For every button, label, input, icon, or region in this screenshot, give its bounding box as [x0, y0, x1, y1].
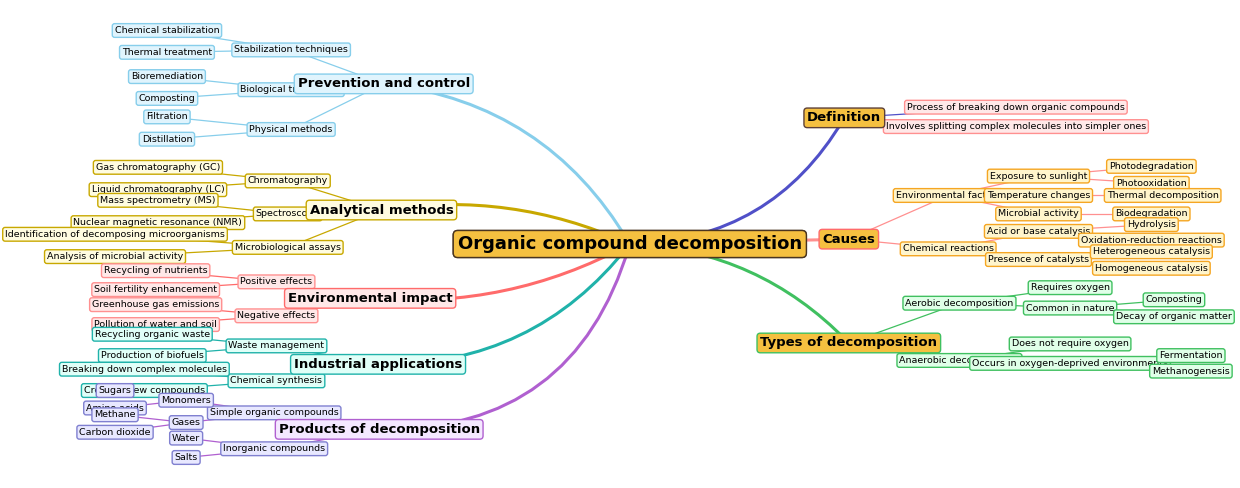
Text: Waste management: Waste management [228, 342, 325, 350]
Text: Does not require oxygen: Does not require oxygen [1012, 340, 1128, 348]
Text: Physical methods: Physical methods [249, 125, 332, 134]
Text: Methanogenesis: Methanogenesis [1152, 366, 1230, 376]
Text: Organic compound decomposition: Organic compound decomposition [458, 235, 802, 253]
Text: Acid or base catalysis: Acid or base catalysis [987, 227, 1090, 236]
Text: Homogeneous catalysis: Homogeneous catalysis [1095, 264, 1208, 273]
FancyArrowPatch shape [384, 204, 627, 243]
Text: Bioremediation: Bioremediation [131, 72, 203, 81]
Text: Production of biofuels: Production of biofuels [100, 351, 203, 360]
Text: Negative effects: Negative effects [237, 311, 315, 320]
Text: Hydrolysis: Hydrolysis [1127, 220, 1176, 229]
Text: Environmental factors: Environmental factors [895, 191, 1001, 200]
Text: Photooxidation: Photooxidation [1116, 179, 1187, 188]
Text: Recycling of nutrients: Recycling of nutrients [104, 266, 207, 275]
Text: Mass spectrometry (MS): Mass spectrometry (MS) [100, 196, 216, 205]
Text: Biodegradation: Biodegradation [1115, 209, 1188, 219]
Text: Identification of decomposing microorganisms: Identification of decomposing microorgan… [5, 230, 224, 239]
Text: Fermentation: Fermentation [1159, 351, 1223, 360]
Text: Exposure to sunlight: Exposure to sunlight [990, 172, 1087, 181]
Text: Chemical reactions: Chemical reactions [903, 244, 993, 253]
Text: Sugars: Sugars [99, 386, 131, 395]
Text: Process of breaking down organic compounds: Process of breaking down organic compoun… [906, 102, 1125, 112]
Text: Microbiological assays: Microbiological assays [234, 243, 341, 252]
Text: Requires oxygen: Requires oxygen [1030, 283, 1110, 292]
Text: Chromatography: Chromatography [248, 177, 327, 185]
Text: Aerobic decomposition: Aerobic decomposition [905, 299, 1013, 308]
Text: Causes: Causes [822, 233, 875, 245]
Text: Liquid chromatography (LC): Liquid chromatography (LC) [92, 185, 224, 194]
Text: Organic compound decomposition: Organic compound decomposition [458, 235, 802, 253]
FancyArrowPatch shape [632, 239, 846, 244]
Text: Chemical synthesis: Chemical synthesis [231, 376, 322, 386]
Text: Thermal decomposition: Thermal decomposition [1107, 191, 1219, 200]
Text: Anaerobic decomposition: Anaerobic decomposition [899, 356, 1019, 365]
Text: Water: Water [172, 434, 201, 443]
Text: Recycling organic waste: Recycling organic waste [94, 330, 210, 339]
Text: Decay of organic matter: Decay of organic matter [1116, 312, 1231, 321]
Text: Analytical methods: Analytical methods [310, 203, 454, 217]
Text: Presence of catalysts: Presence of catalysts [988, 255, 1089, 264]
Text: Pollution of water and soil: Pollution of water and soil [94, 320, 217, 329]
Text: Greenhouse gas emissions: Greenhouse gas emissions [92, 300, 219, 309]
Text: Composting: Composting [1146, 295, 1203, 305]
Text: Microbial activity: Microbial activity [998, 209, 1079, 219]
Text: Filtration: Filtration [146, 112, 187, 122]
Text: Definition: Definition [807, 111, 882, 124]
Text: Biological treatments: Biological treatments [241, 85, 342, 94]
Text: Involves splitting complex molecules into simpler ones: Involves splitting complex molecules int… [885, 122, 1146, 131]
Text: Soil fertility enhancement: Soil fertility enhancement [94, 285, 217, 294]
Text: Chemical stabilization: Chemical stabilization [114, 26, 219, 35]
Text: Gases: Gases [171, 418, 201, 427]
FancyArrowPatch shape [382, 246, 629, 429]
Text: Creating new compounds: Creating new compounds [84, 386, 205, 395]
Text: Analysis of microbial activity: Analysis of microbial activity [47, 252, 184, 261]
Text: Spectroscopy: Spectroscopy [255, 209, 320, 219]
Text: Monomers: Monomers [161, 396, 211, 405]
Text: Inorganic compounds: Inorganic compounds [223, 444, 325, 453]
Text: Stabilization techniques: Stabilization techniques [234, 45, 348, 54]
Text: Photodegradation: Photodegradation [1109, 162, 1194, 171]
Text: Breaking down complex molecules: Breaking down complex molecules [62, 365, 227, 374]
Text: Occurs in oxygen-deprived environments: Occurs in oxygen-deprived environments [972, 359, 1168, 368]
Text: Distillation: Distillation [141, 135, 192, 143]
Text: Amino acids: Amino acids [86, 404, 144, 412]
FancyArrowPatch shape [381, 246, 629, 365]
Text: Salts: Salts [175, 453, 197, 462]
Text: Carbon dioxide: Carbon dioxide [79, 428, 151, 437]
Text: Oxidation-reduction reactions: Oxidation-reduction reactions [1081, 236, 1221, 244]
Text: Heterogeneous catalysis: Heterogeneous catalysis [1092, 247, 1210, 256]
Text: Simple organic compounds: Simple organic compounds [210, 408, 339, 417]
Text: Products of decomposition: Products of decomposition [279, 423, 480, 436]
Text: Gas chromatography (GC): Gas chromatography (GC) [95, 163, 221, 172]
Text: Positive effects: Positive effects [241, 277, 312, 286]
Text: Methane: Methane [94, 410, 135, 419]
FancyArrowPatch shape [632, 120, 843, 244]
FancyArrowPatch shape [373, 245, 627, 300]
Text: Environmental impact: Environmental impact [288, 292, 453, 305]
Text: Temperature changes: Temperature changes [987, 191, 1090, 200]
Text: Types of decomposition: Types of decomposition [760, 337, 937, 349]
Text: Prevention and control: Prevention and control [298, 78, 470, 90]
FancyArrowPatch shape [632, 244, 847, 341]
FancyArrowPatch shape [387, 84, 629, 242]
Text: Thermal treatment: Thermal treatment [122, 48, 212, 57]
Text: Common in nature: Common in nature [1025, 304, 1115, 312]
Text: Nuclear magnetic resonance (NMR): Nuclear magnetic resonance (NMR) [73, 218, 242, 227]
Text: Composting: Composting [139, 94, 196, 103]
Text: Industrial applications: Industrial applications [294, 358, 463, 371]
